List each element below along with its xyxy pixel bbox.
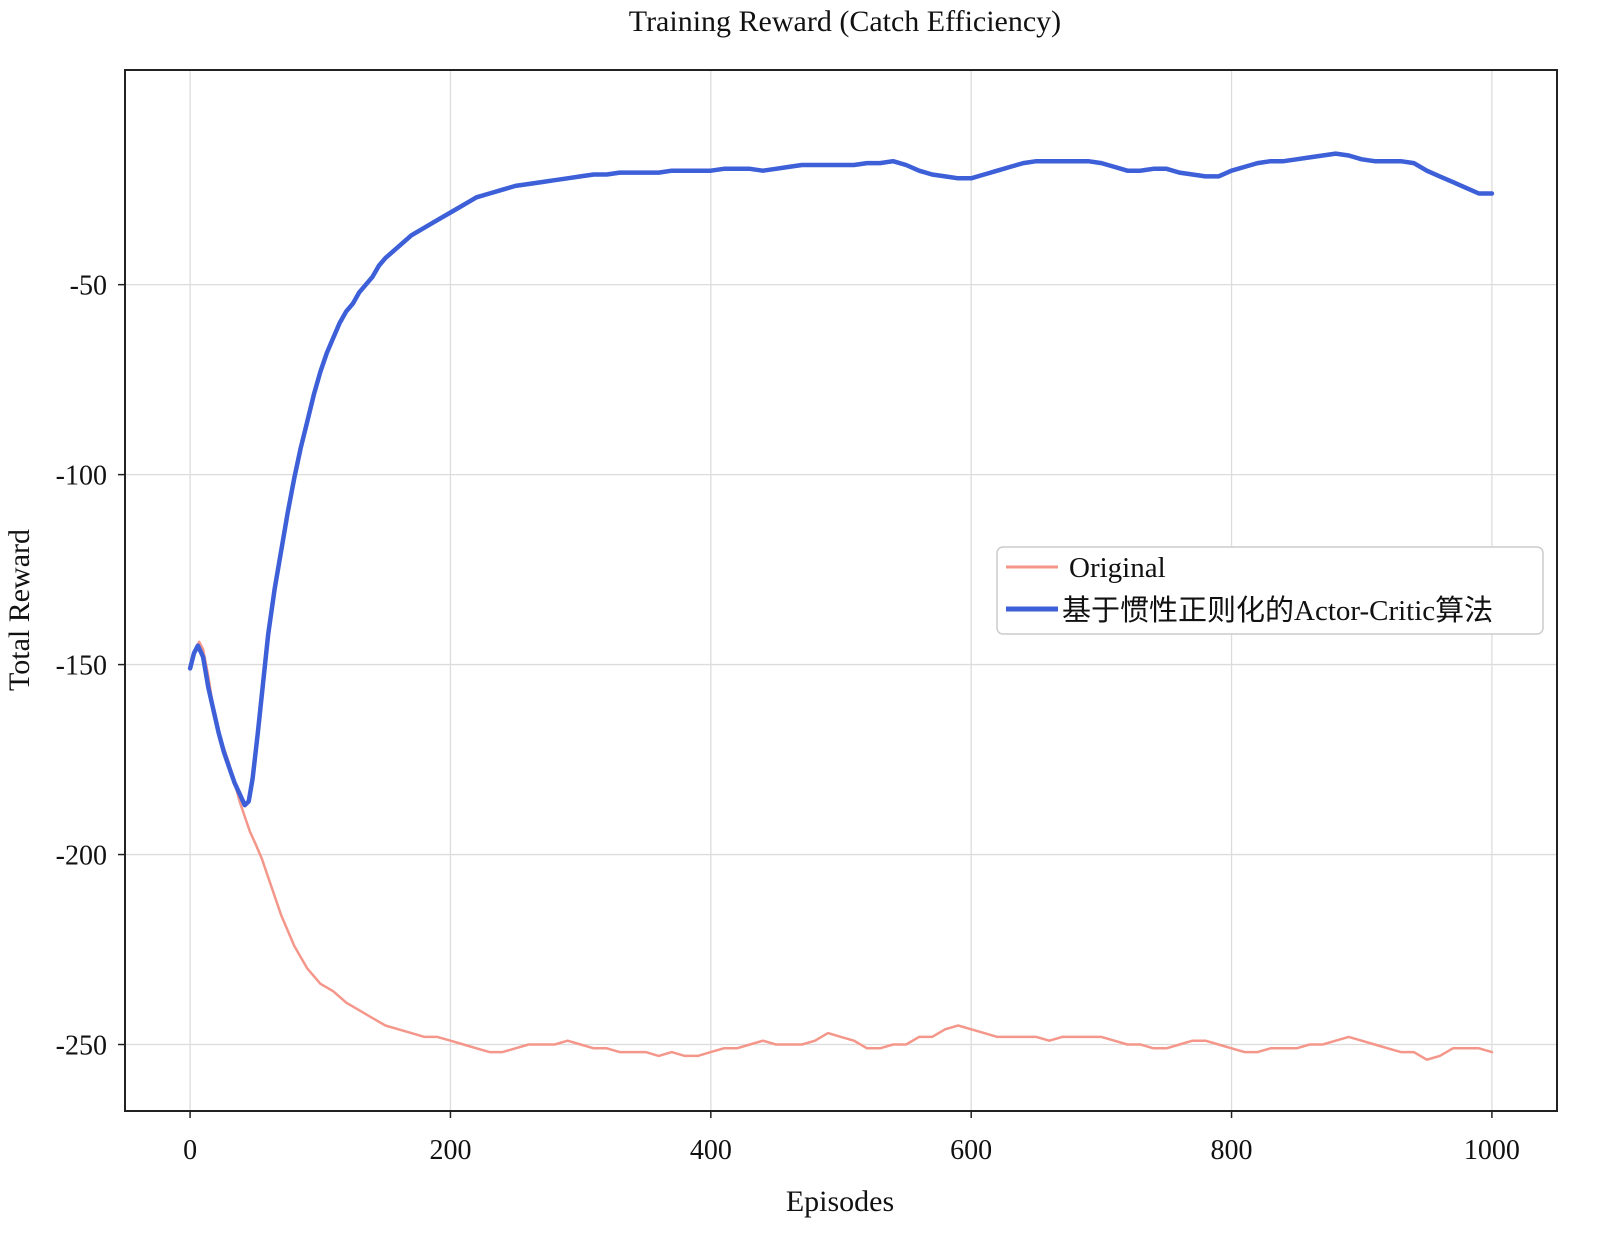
legend: Original 基于惯性正则化的Actor-Critic算法 bbox=[996, 546, 1544, 635]
legend-label-actor-critic: 基于惯性正则化的Actor-Critic算法 bbox=[1062, 594, 1493, 627]
x-tick-label: 400 bbox=[690, 1135, 732, 1166]
x-tick-label: 800 bbox=[1211, 1135, 1253, 1166]
chart-title: Training Reward (Catch Efficiency) bbox=[629, 5, 1061, 38]
y-tick-label: -250 bbox=[56, 1031, 107, 1062]
legend-label-original: Original bbox=[1069, 552, 1166, 584]
plot-frame bbox=[124, 69, 1558, 1112]
x-tick-label: 200 bbox=[429, 1135, 471, 1166]
y-tick-label: -100 bbox=[56, 461, 107, 492]
x-tick-label: 600 bbox=[950, 1135, 992, 1166]
y-axis-label: Total Reward bbox=[3, 529, 36, 691]
x-tick-label: 0 bbox=[183, 1135, 197, 1166]
y-tick-label: -150 bbox=[56, 651, 107, 682]
series-line-original bbox=[188, 640, 1494, 1061]
legend-box bbox=[996, 546, 1544, 635]
series-line-actor-critic bbox=[187, 151, 1495, 808]
x-axis-label: Episodes bbox=[786, 1185, 894, 1218]
y-tick-label: -50 bbox=[70, 271, 107, 302]
x-tick-label: 1000 bbox=[1464, 1135, 1520, 1166]
y-tick-label: -200 bbox=[56, 841, 107, 872]
series-lines bbox=[187, 151, 1495, 1061]
axis-ticks: 0 200 400 600 800 1000 -50 -100 -150 -200 -250 bbox=[56, 271, 1520, 1166]
